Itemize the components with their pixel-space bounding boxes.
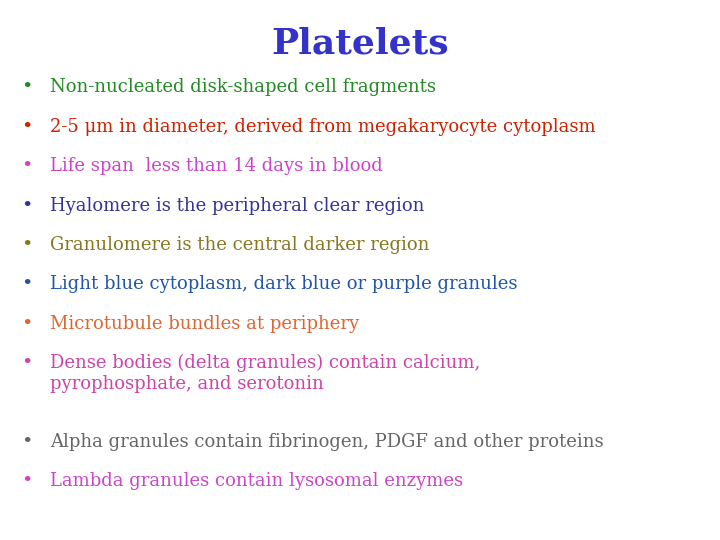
Text: •: • bbox=[22, 78, 33, 96]
Text: •: • bbox=[22, 157, 33, 175]
Text: Hyalomere is the peripheral clear region: Hyalomere is the peripheral clear region bbox=[50, 197, 425, 214]
Text: Microtubule bundles at periphery: Microtubule bundles at periphery bbox=[50, 315, 359, 333]
Text: •: • bbox=[22, 315, 33, 333]
Text: •: • bbox=[22, 354, 33, 372]
Text: Granulomere is the central darker region: Granulomere is the central darker region bbox=[50, 236, 430, 254]
Text: Platelets: Platelets bbox=[271, 27, 449, 61]
Text: •: • bbox=[22, 197, 33, 214]
Text: •: • bbox=[22, 275, 33, 293]
Text: Light blue cytoplasm, dark blue or purple granules: Light blue cytoplasm, dark blue or purpl… bbox=[50, 275, 518, 293]
Text: Dense bodies (delta granules) contain calcium,
pyrophosphate, and serotonin: Dense bodies (delta granules) contain ca… bbox=[50, 354, 481, 393]
Text: •: • bbox=[22, 118, 33, 136]
Text: Alpha granules contain fibrinogen, PDGF and other proteins: Alpha granules contain fibrinogen, PDGF … bbox=[50, 433, 604, 451]
Text: •: • bbox=[22, 472, 33, 490]
Text: •: • bbox=[22, 433, 33, 451]
Text: Lambda granules contain lysosomal enzymes: Lambda granules contain lysosomal enzyme… bbox=[50, 472, 464, 490]
Text: Life span  less than 14 days in blood: Life span less than 14 days in blood bbox=[50, 157, 383, 175]
Text: •: • bbox=[22, 236, 33, 254]
Text: 2-5 μm in diameter, derived from megakaryocyte cytoplasm: 2-5 μm in diameter, derived from megakar… bbox=[50, 118, 596, 136]
Text: Non-nucleated disk-shaped cell fragments: Non-nucleated disk-shaped cell fragments bbox=[50, 78, 436, 96]
